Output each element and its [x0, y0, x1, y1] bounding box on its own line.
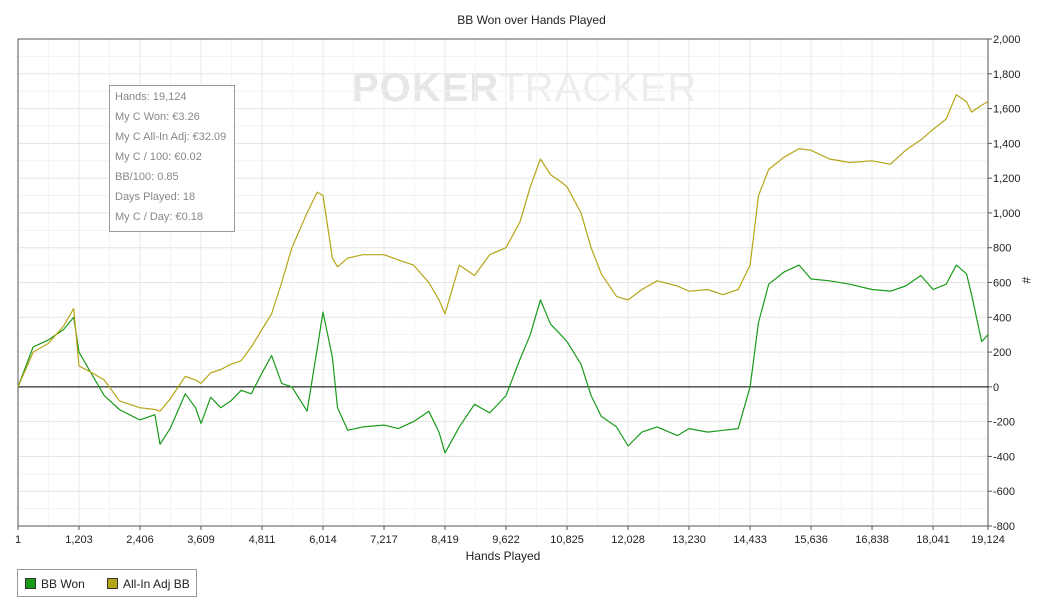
stat-hands: Hands: 19,124	[115, 91, 187, 103]
x-tick-label: 15,636	[794, 534, 828, 546]
x-tick-label: 7,217	[370, 534, 398, 546]
x-tick-label: 18,041	[916, 534, 950, 546]
x-tick-label: 1,203	[65, 534, 93, 546]
y-axis-label: #	[1019, 277, 1033, 284]
chart-legend: BB Won All-In Adj BB	[17, 569, 197, 597]
x-tick-label: 2,406	[126, 534, 154, 546]
y-tick-label: 200	[993, 347, 1011, 359]
y-tick-label: 1,200	[993, 173, 1021, 185]
legend-item-allin-adj[interactable]: All-In Adj BB	[107, 577, 190, 591]
x-tick-label: 6,014	[309, 534, 337, 546]
legend-label-allin-adj: All-In Adj BB	[123, 577, 190, 591]
legend-item-bb-won[interactable]: BB Won	[25, 577, 85, 591]
stat-per-day: My C / Day: €0.18	[115, 211, 204, 223]
y-tick-label: 2,000	[993, 34, 1021, 46]
series-line-bb-won	[17, 264, 989, 454]
y-tick-label: 1,800	[993, 69, 1021, 81]
y-tick-label: 600	[993, 278, 1011, 290]
y-tick-label: -600	[993, 486, 1015, 498]
stats-box: Hands: 19,124 My C Won: €3.26 My C All-I…	[109, 85, 235, 232]
y-tick-label: 1,400	[993, 138, 1021, 150]
legend-label-bb-won: BB Won	[41, 577, 85, 591]
y-tick-label: 400	[993, 312, 1011, 324]
y-tick-label: -200	[993, 417, 1015, 429]
series-line-allin-adj-bb	[17, 94, 989, 412]
y-tick-label: -400	[993, 451, 1015, 463]
y-tick-label: 800	[993, 243, 1011, 255]
stat-days-played: Days Played: 18	[115, 191, 196, 203]
y-tick-label: -800	[993, 521, 1015, 533]
y-tick-label: 1,600	[993, 104, 1021, 116]
stat-won: My C Won: €3.26	[115, 111, 200, 123]
x-tick-label: 9,622	[492, 534, 520, 546]
x-tick-label: 14,433	[733, 534, 767, 546]
legend-swatch-allin-adj	[107, 578, 118, 589]
x-tick-label: 3,609	[187, 534, 215, 546]
legend-swatch-bb-won	[25, 578, 36, 589]
x-tick-label: 16,838	[855, 534, 889, 546]
x-tick-label: 8,419	[431, 534, 459, 546]
chart-title: BB Won over Hands Played	[457, 13, 606, 27]
y-tick-label: 0	[993, 382, 999, 394]
x-tick-label: 13,230	[672, 534, 706, 546]
x-axis-label: Hands Played	[465, 549, 541, 563]
stat-per-100: My C / 100: €0.02	[115, 151, 202, 163]
x-tick-label: 10,825	[550, 534, 584, 546]
stat-bb-per-100: BB/100: 0.85	[115, 171, 179, 183]
stat-allin-adj: My C All-In Adj: €32.09	[115, 131, 227, 143]
x-tick-label: 12,028	[611, 534, 645, 546]
x-tick-label: 4,811	[249, 534, 276, 546]
x-tick-label: 19,124	[971, 534, 1005, 546]
x-tick-label: 1	[15, 534, 21, 546]
y-tick-label: 1,000	[993, 208, 1021, 220]
